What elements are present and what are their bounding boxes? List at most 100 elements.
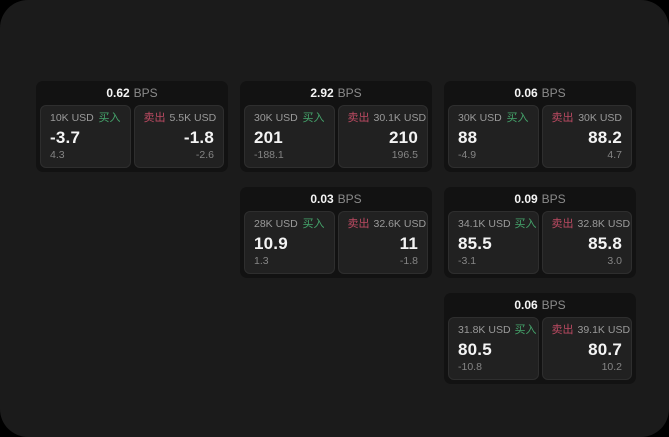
buy-panel[interactable]: 30K USD 买入 88 -4.9 [448,105,539,168]
buy-panel[interactable]: 28K USD 买入 10.9 1.3 [244,211,335,274]
buy-sub-value: -3.1 [458,255,477,267]
quote-panels: 30K USD 买入 88 -4.9 卖出 30K USD 88.2 4.7 [444,105,636,172]
sell-sub-value: -2.6 [195,149,214,161]
card-header: 2.92 BPS [240,81,432,105]
bps-value: 0.09 [514,192,538,206]
sell-panel-header: 卖出 39.1K USD [551,324,631,337]
sell-size-label: 30K USD [578,112,622,124]
sell-panel[interactable]: 卖出 39.1K USD 80.7 10.2 [541,317,632,380]
sell-size-label: 39.1K USD [577,324,631,336]
bps-value: 0.06 [514,298,538,312]
card-header: 0.06 BPS [444,81,636,105]
sell-panel[interactable]: 卖出 30.1K USD 210 196.5 [337,105,428,168]
sell-size-label: 5.5K USD [169,112,217,124]
sell-size-label: 30.1K USD [373,112,427,124]
card-header: 0.09 BPS [444,187,636,211]
buy-sub-value: 4.3 [50,149,65,161]
quote-card: 0.62 BPS 10K USD 买入 -3.7 4.3 卖出 5.5K USD… [36,81,228,172]
buy-price-value: -3.7 [50,127,81,147]
sell-sub-value: 4.7 [607,149,622,161]
buy-panel[interactable]: 31.8K USD 买入 80.5 -10.8 [448,317,539,380]
sell-side-label: 卖出 [551,112,574,124]
sell-panel[interactable]: 卖出 30K USD 88.2 4.7 [541,105,632,168]
buy-price-value: 88 [458,127,478,147]
buy-panel-header: 28K USD 买入 [254,218,325,231]
buy-panel-header: 10K USD 买入 [50,112,121,125]
buy-panel-header: 30K USD 买入 [254,112,325,125]
buy-size-label: 34.1K USD [458,218,511,230]
buy-side-label: 买入 [302,112,325,124]
sell-price-value: 11 [399,233,418,253]
buy-panel[interactable]: 34.1K USD 买入 85.5 -3.1 [448,211,539,274]
bps-unit-label: BPS [541,86,566,100]
bps-unit-label: BPS [133,86,158,100]
buy-sub-value: -4.9 [458,149,477,161]
bps-value: 2.92 [310,86,334,100]
buy-side-label: 买入 [98,112,121,124]
quote-card: 0.09 BPS 34.1K USD 买入 85.5 -3.1 卖出 32.8K… [444,187,636,278]
sell-panel[interactable]: 卖出 5.5K USD -1.8 -2.6 [133,105,224,168]
sell-price-value: 80.7 [588,339,622,359]
buy-size-label: 31.8K USD [458,324,511,336]
buy-size-label: 10K USD [50,112,94,124]
bps-unit-label: BPS [541,298,566,312]
quote-panels: 28K USD 买入 10.9 1.3 卖出 32.6K USD 11 -1.8 [240,211,432,278]
sell-side-label: 卖出 [347,112,370,124]
sell-price-value: -1.8 [183,127,214,147]
sell-panel-header: 卖出 32.8K USD [551,218,631,231]
sell-side-label: 卖出 [347,218,370,230]
buy-sub-value: 1.3 [254,255,269,267]
sell-side-label: 卖出 [551,324,574,336]
buy-side-label: 买入 [506,112,529,124]
buy-panel-header: 30K USD 买入 [458,112,529,125]
card-header: 0.03 BPS [240,187,432,211]
cards-grid: 0.62 BPS 10K USD 买入 -3.7 4.3 卖出 5.5K USD… [36,81,636,384]
buy-price-value: 201 [254,127,283,147]
card-header: 0.62 BPS [36,81,228,105]
sell-panel-header: 卖出 5.5K USD [143,112,217,125]
bps-unit-label: BPS [541,192,566,206]
buy-price-value: 80.5 [458,339,492,359]
quote-card: 2.92 BPS 30K USD 买入 201 -188.1 卖出 30.1K … [240,81,432,172]
card-header: 0.06 BPS [444,293,636,317]
buy-side-label: 买入 [514,324,537,336]
sell-size-label: 32.6K USD [373,218,427,230]
buy-sub-value: -188.1 [254,149,284,161]
buy-panel-header: 34.1K USD 买入 [458,218,537,231]
quote-card: 0.03 BPS 28K USD 买入 10.9 1.3 卖出 32.6K US… [240,187,432,278]
buy-panel-header: 31.8K USD 买入 [458,324,537,337]
buy-panel[interactable]: 30K USD 买入 201 -188.1 [244,105,335,168]
sell-panel[interactable]: 卖出 32.8K USD 85.8 3.0 [541,211,632,274]
buy-size-label: 30K USD [458,112,502,124]
sell-panel-header: 卖出 30K USD [552,112,623,125]
quote-panels: 30K USD 买入 201 -188.1 卖出 30.1K USD 210 1… [240,105,432,172]
bps-value: 0.62 [106,86,130,100]
buy-size-label: 28K USD [254,218,298,230]
sell-panel-header: 卖出 32.6K USD [347,218,427,231]
bps-value: 0.06 [514,86,538,100]
buy-price-value: 10.9 [254,233,288,253]
sell-side-label: 卖出 [143,112,166,124]
quote-panels: 31.8K USD 买入 80.5 -10.8 卖出 39.1K USD 80.… [444,317,636,384]
quote-card: 0.06 BPS 30K USD 买入 88 -4.9 卖出 30K USD 8… [444,81,636,172]
buy-side-label: 买入 [514,218,537,230]
sell-size-label: 32.8K USD [577,218,631,230]
sell-side-label: 卖出 [551,218,574,230]
sell-sub-value: 3.0 [607,255,622,267]
sell-sub-value: -1.8 [399,255,418,267]
sell-panel-header: 卖出 30.1K USD [347,112,427,125]
quote-card: 0.06 BPS 31.8K USD 买入 80.5 -10.8 卖出 39.1… [444,293,636,384]
buy-size-label: 30K USD [254,112,298,124]
buy-sub-value: -10.8 [458,361,482,373]
buy-side-label: 买入 [302,218,325,230]
buy-panel[interactable]: 10K USD 买入 -3.7 4.3 [40,105,131,168]
bps-unit-label: BPS [337,86,362,100]
quote-panels: 34.1K USD 买入 85.5 -3.1 卖出 32.8K USD 85.8… [444,211,636,278]
sell-panel[interactable]: 卖出 32.6K USD 11 -1.8 [337,211,428,274]
sell-sub-value: 196.5 [391,149,418,161]
sell-sub-value: 10.2 [601,361,622,373]
sell-price-value: 85.8 [588,233,622,253]
buy-price-value: 85.5 [458,233,492,253]
